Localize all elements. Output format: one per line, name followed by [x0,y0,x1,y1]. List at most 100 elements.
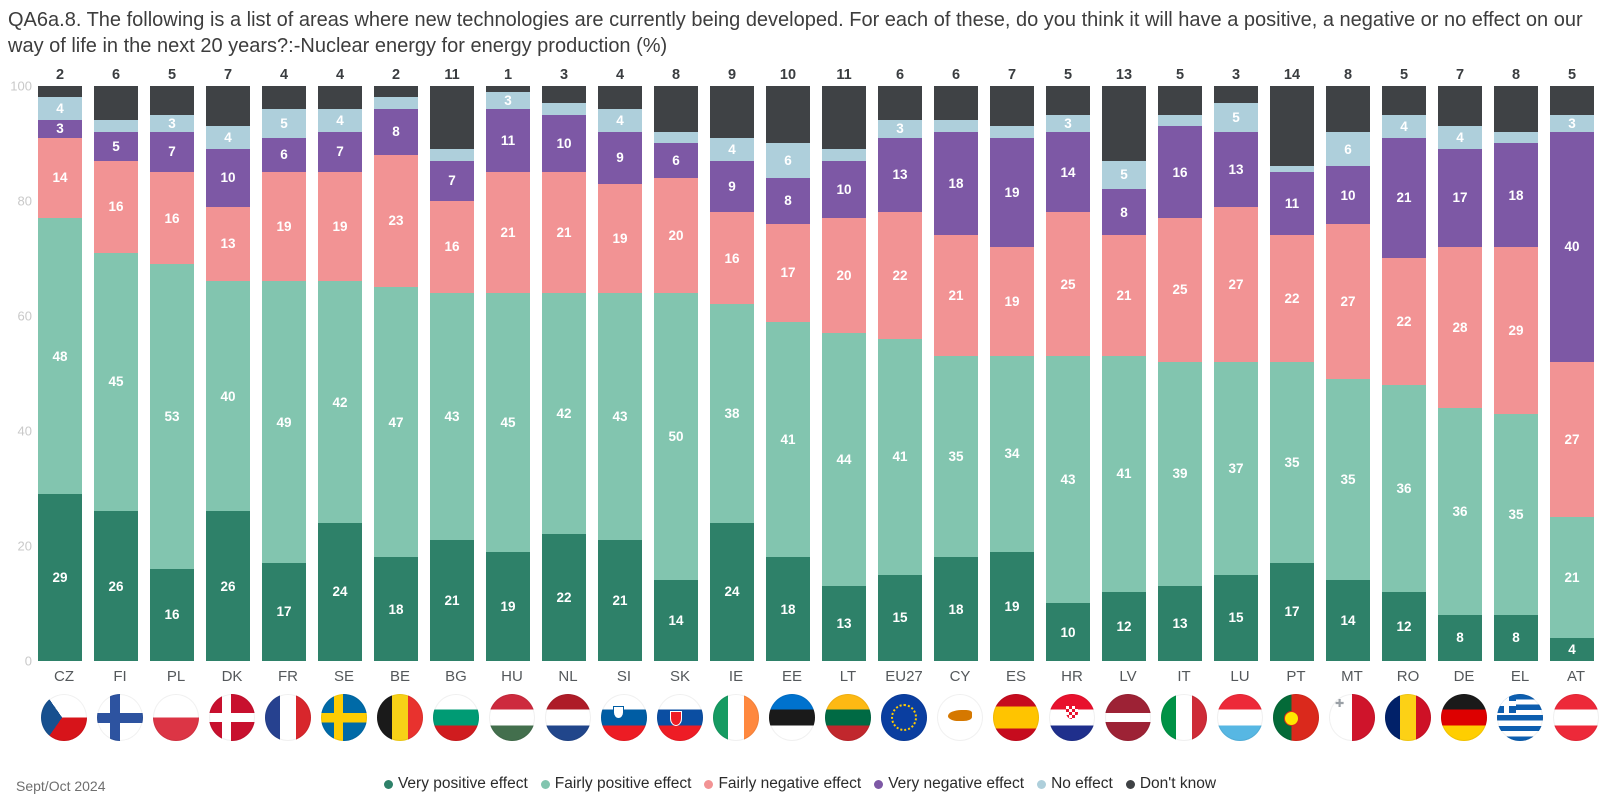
value-label: 3 [1568,115,1576,131]
stacked-bar: 18 47 23 8 [374,85,418,661]
bar-segment: 24 [710,522,754,661]
bar-segment [150,85,194,115]
bar-segment [94,85,138,121]
value-label: 4 [336,112,344,128]
bar-column-CY: 6 18 35 21 18 [934,66,978,661]
legend-item: Very positive effect [383,775,528,793]
flag-cell [545,693,591,741]
bar-segment: 21 [1382,137,1426,259]
stacked-bar: 17 49 19 6 5 [262,85,306,661]
bar-column-NL: 3 22 42 21 10 [542,66,586,661]
value-label: 25 [1172,282,1188,298]
nl-flag-icon [545,693,591,741]
value-label: 5 [1232,109,1240,125]
stacked-bar: 16 53 16 7 3 [150,85,194,661]
y-tick-label: 20 [17,538,32,554]
dont-know-top-label: 8 [1343,66,1353,83]
bar-segment [318,85,362,109]
stacked-bar: 18 41 17 8 6 [766,85,810,661]
value-label: 42 [332,394,348,410]
value-label: 41 [1116,466,1132,482]
value-label: 43 [444,408,460,424]
bar-segment: 9 [598,131,642,184]
bar-segment: 3 [38,120,82,138]
value-label: 27 [1228,276,1244,292]
flag-cell [769,693,815,741]
dont-know-top-label: 6 [951,66,961,83]
value-label: 21 [444,592,460,608]
bar-segment: 20 [822,218,866,334]
value-label: 21 [1564,569,1580,585]
value-label: 43 [1060,472,1076,488]
bar-column-EU27: 6 15 41 22 13 3 [878,66,922,661]
value-label: 10 [1060,624,1076,640]
flag-cell [377,693,423,741]
el-flag-icon [1497,693,1543,741]
bar-column-MT: 8 14 35 27 10 6 [1326,66,1370,661]
value-label: 3 [168,115,176,131]
stacked-bar: 19 34 19 19 [990,85,1034,661]
bar-segment: 18 [766,557,810,661]
bar-segment [878,85,922,121]
bar-segment: 13 [1158,586,1202,661]
value-label: 6 [784,153,792,169]
bar-segment: 45 [486,292,530,552]
bar-column-RO: 5 12 36 22 21 4 [1382,66,1426,661]
bar-segment: 34 [990,356,1034,552]
it-flag-icon [1161,693,1207,741]
value-label: 21 [500,224,516,240]
bar-segment: 6 [654,143,698,178]
value-label: 22 [1396,314,1412,330]
value-label: 16 [108,199,124,215]
bar-column-PL: 5 16 53 16 7 3 [150,66,194,661]
bar-segment: 35 [1326,379,1370,581]
value-label: 27 [1340,293,1356,309]
bar-segment: 10 [822,160,866,219]
bar-segment [1270,85,1314,167]
value-label: 35 [948,449,964,465]
flag-cell [321,693,367,741]
value-label: 47 [388,414,404,430]
y-tick-label: 100 [10,78,32,94]
dont-know-top-label: 9 [727,66,737,83]
bar-segment: 27 [1214,206,1258,362]
bar-segment [1494,131,1538,144]
bar-segment: 43 [1046,356,1090,604]
bar-segment: 27 [1550,361,1594,518]
bar-segment: 5 [1102,160,1146,190]
bar-segment: 19 [990,551,1034,661]
bar-segment [542,85,586,104]
bar-segment: 3 [1550,114,1594,132]
bar-segment: 39 [1158,361,1202,587]
bar-segment: 22 [878,212,922,339]
flag-cell [265,693,311,741]
bar-segment [654,85,698,132]
flag-cell [209,693,255,741]
legend-dot-icon [540,779,550,789]
value-label: 29 [1508,322,1524,338]
bar-column-AT: 5 4 21 27 40 3 [1550,66,1594,661]
bar-segment [990,126,1034,138]
stacked-bar: 13 44 20 10 [822,85,866,661]
value-label: 20 [668,227,684,243]
value-label: 3 [504,92,512,108]
flag-cell [881,693,927,741]
dont-know-top-label: 3 [559,66,569,83]
bar-segment: 22 [542,534,586,661]
value-label: 19 [332,219,348,235]
bar-segment: 42 [542,292,586,535]
bar-segment [1494,85,1538,132]
value-label: 18 [948,601,964,617]
bar-segment: 18 [1494,143,1538,247]
value-label: 10 [836,181,852,197]
bar-segment: 15 [878,574,922,661]
hr-flag-icon [1049,693,1095,741]
country-label: PL [166,667,186,685]
value-label: 25 [1060,276,1076,292]
bar-segment [654,131,698,144]
stacked-bar: 21 43 19 9 4 [598,85,642,661]
bar-segment [1326,85,1370,132]
legend-label: Very positive effect [397,775,528,792]
flag-cell [97,693,143,741]
bar-segment: 3 [1046,114,1090,132]
